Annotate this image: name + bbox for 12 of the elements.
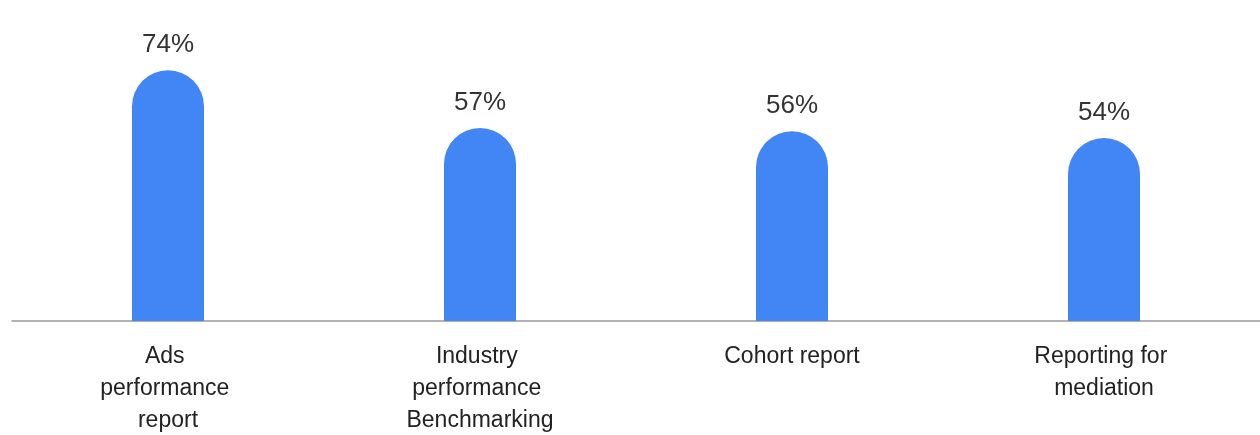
data-label: 54% — [1077, 96, 1131, 127]
data-label: 74% — [141, 28, 195, 59]
bar — [444, 127, 516, 321]
x-tick-label: Cohort report — [724, 342, 861, 368]
x-tick-label: Industry performance Benchmarking — [406, 342, 554, 432]
x-tick-label: Reporting for mediation — [1034, 342, 1174, 400]
bar — [756, 131, 828, 321]
bar — [1068, 138, 1140, 321]
data-label: 57% — [453, 85, 507, 116]
bar — [132, 70, 204, 321]
x-tick-label: Ads performance report — [100, 342, 236, 432]
data-label: 56% — [765, 89, 819, 120]
